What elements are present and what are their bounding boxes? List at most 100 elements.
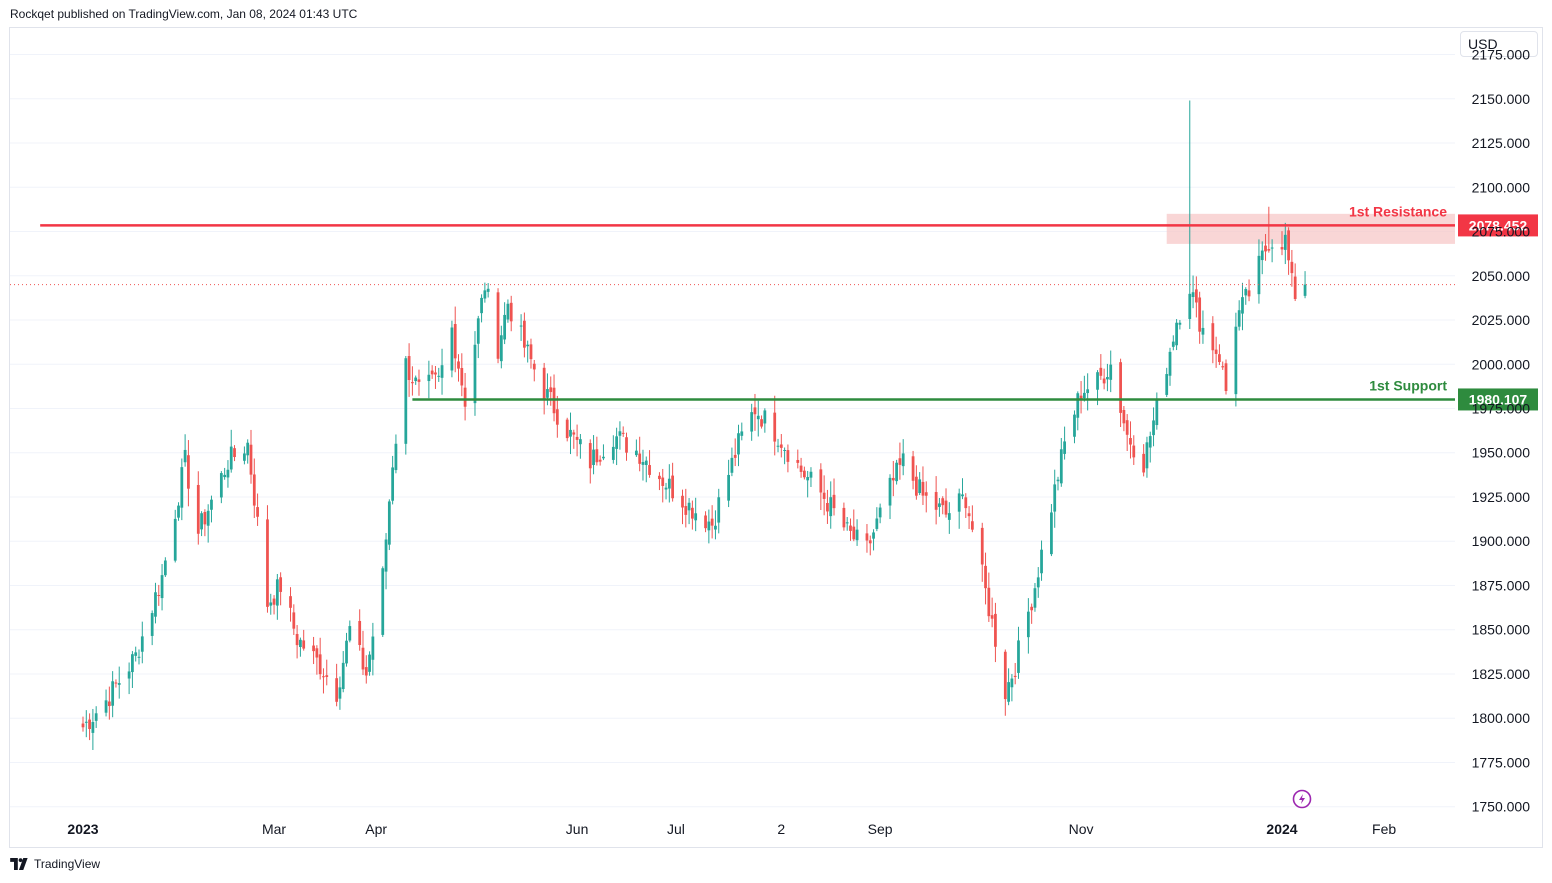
candle-body [750, 412, 754, 432]
candle-body [984, 565, 987, 589]
price-tick-label: 1825.000 [1472, 666, 1531, 682]
candle-body [829, 497, 833, 517]
candle-body [1129, 438, 1132, 445]
currency-selector[interactable]: USD [1460, 31, 1538, 57]
candle-body [852, 526, 856, 540]
candle-body [1267, 249, 1271, 251]
candle-body [457, 361, 460, 369]
candle-body [924, 492, 928, 496]
candle-body [621, 432, 625, 434]
candle-body [1102, 378, 1106, 384]
candle-body [460, 367, 464, 386]
time-tick-label: 2 [777, 821, 785, 837]
candle-body [117, 683, 121, 685]
candle-body [173, 518, 177, 561]
candle-body [289, 596, 292, 608]
candle-body [88, 719, 91, 729]
candle-body [1033, 588, 1037, 608]
candle-body [532, 363, 536, 370]
candle-body [437, 375, 441, 377]
candle-body [796, 459, 800, 463]
footer-brand: TradingView [34, 857, 101, 871]
price-tick-label: 1750.000 [1472, 799, 1531, 815]
candle-body [1211, 323, 1215, 351]
candle-body [575, 436, 579, 440]
candle-body [615, 436, 619, 449]
levels: 1st Resistance 2078.452 1st Support 1980.10… [10, 203, 1538, 411]
candle-body [91, 722, 95, 733]
candle-body [1073, 414, 1076, 437]
price-tick-label: 2000.000 [1472, 356, 1531, 372]
candle-body [1013, 675, 1017, 677]
candle-body [496, 292, 500, 359]
candle-body [302, 640, 306, 649]
candle-body [1293, 276, 1297, 300]
candle-body [1178, 322, 1182, 325]
candle-body [249, 444, 253, 475]
candle-body [275, 579, 279, 606]
candle-body [763, 410, 767, 424]
candle-body [1119, 362, 1122, 413]
candle-body [295, 633, 299, 646]
candle-body [361, 647, 365, 670]
candle-body [391, 467, 395, 501]
candle-body [1168, 351, 1172, 376]
candle-body [1030, 606, 1034, 611]
candle-body [664, 487, 668, 490]
candle-body [1201, 327, 1205, 335]
chart-frame [9, 27, 1543, 848]
candle-body [219, 473, 223, 498]
time-tick-label: Nov [1069, 821, 1094, 837]
candle-body [1096, 372, 1099, 390]
candle-body [223, 474, 227, 478]
price-axis: 2175.000 2150.000 2125.000 2100.000 2075.000… [1472, 47, 1531, 815]
candle-body [690, 507, 694, 519]
candle-body [832, 494, 836, 509]
candle-body [1132, 445, 1136, 458]
candle-body [1053, 484, 1057, 512]
candle-body [806, 477, 810, 481]
candle-body [1224, 363, 1228, 391]
price-tick-label: 2075.000 [1472, 224, 1531, 240]
candle-body [1257, 255, 1261, 295]
candle-body [773, 412, 777, 442]
candle-body [549, 387, 553, 393]
candle-body [1237, 310, 1241, 327]
candle-body [1171, 341, 1175, 347]
price-tick-label: 1800.000 [1472, 710, 1531, 726]
candle-body [183, 449, 187, 463]
level-price-tag [1458, 388, 1538, 411]
candle-body [740, 431, 744, 436]
candle-body [727, 474, 730, 501]
candle-body [187, 455, 190, 489]
candle-body [684, 506, 688, 515]
candle-body [1040, 549, 1043, 574]
resistance-zone [1166, 213, 1455, 244]
candle-body [1283, 234, 1287, 250]
candle-body [1175, 322, 1178, 346]
candle-body [819, 469, 823, 493]
resistance-zone-box [1166, 213, 1455, 244]
candle-body [638, 453, 642, 464]
price-tick-label: 1875.000 [1472, 577, 1531, 593]
candle-body [154, 592, 157, 617]
candle-body [226, 469, 230, 478]
candle-body [799, 465, 803, 472]
lightning-icon[interactable] [1292, 789, 1312, 809]
candle-body [177, 505, 180, 518]
candle-body [269, 602, 273, 606]
candle-body [868, 540, 872, 544]
candle-body [84, 721, 88, 723]
candle-body [200, 513, 203, 530]
events [1292, 789, 1312, 809]
candle-body [572, 432, 576, 435]
candle-body [325, 675, 329, 677]
candle-body [499, 335, 503, 362]
candle-body [842, 507, 846, 528]
candle-body [826, 502, 829, 512]
candle-body [822, 492, 826, 499]
candle-body [1122, 409, 1126, 424]
candle-body [1290, 261, 1294, 274]
candle-body [434, 372, 437, 375]
